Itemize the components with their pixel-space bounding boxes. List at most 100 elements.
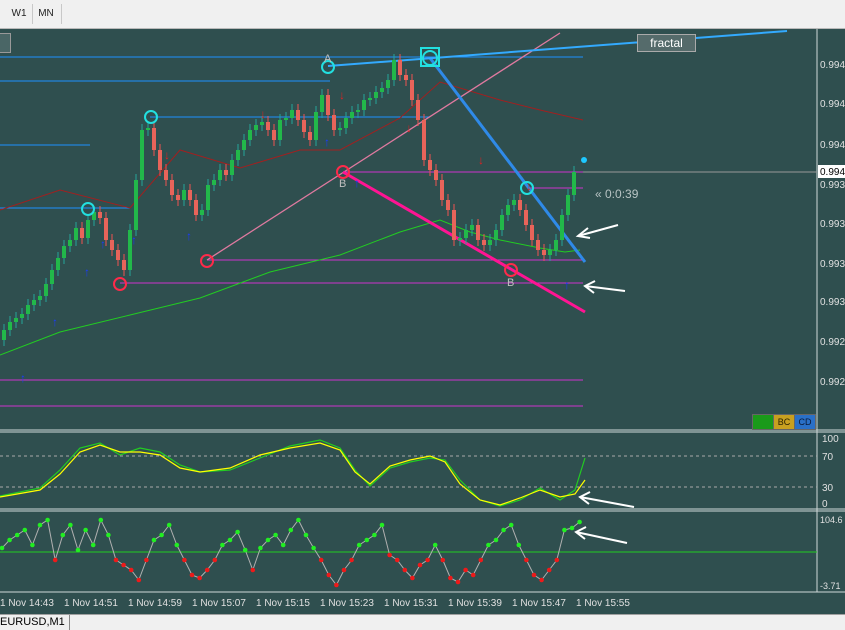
candle-body xyxy=(506,205,510,215)
candle-body xyxy=(74,228,78,240)
stochastic-signal-line xyxy=(0,442,586,506)
oscillator-dot xyxy=(334,582,339,588)
candle-body xyxy=(572,172,576,195)
price-tick: 0.994 xyxy=(820,99,845,110)
fractal-up-arrow: ↑ xyxy=(84,265,90,279)
candle-body xyxy=(14,318,18,322)
oscillator-dot xyxy=(440,557,446,563)
oscillator-dot xyxy=(387,552,392,558)
time-tick: 1 Nov 15:15 xyxy=(256,598,310,609)
candle-body xyxy=(176,195,180,200)
oscillator-dot xyxy=(7,537,12,543)
oscillator-dot xyxy=(417,562,423,568)
oscillator-dot xyxy=(280,542,286,548)
oscillator-dot xyxy=(212,557,218,563)
candle-body xyxy=(332,115,336,130)
oscillator-dot xyxy=(303,532,309,538)
oscillator-dot xyxy=(136,577,142,583)
candle-body xyxy=(536,240,540,250)
oscillator-dot xyxy=(258,545,263,551)
chart-canvas: ↑ ↑ ↑ ↑ ↑ ↑ ↑ ↑ ↑ ↓ ↓ ↓ ↓ ↓ ↓ A B B « 0:0:39 0.994 0.9… xyxy=(0,29,845,614)
oscillator-dot xyxy=(288,527,294,533)
candle-body xyxy=(44,284,48,296)
candle-body xyxy=(308,132,312,140)
candle-body xyxy=(320,95,324,112)
candle-body xyxy=(416,100,420,120)
time-tick: 1 Nov 14:51 xyxy=(64,598,118,609)
candle-body xyxy=(278,120,282,140)
candle-body xyxy=(518,200,522,210)
candle-body xyxy=(554,240,558,250)
fractal-down-arrow: ↓ xyxy=(406,121,412,135)
oscillator-dot xyxy=(144,557,149,563)
oscillator-dot xyxy=(83,527,88,533)
price-axis: 0.994 0.994 0.994 0.993 0.993 0.993 0.99… xyxy=(820,60,845,388)
mini-button-green[interactable] xyxy=(752,414,774,430)
oscillator-dot xyxy=(227,537,233,543)
candle-body xyxy=(20,314,24,318)
candle-body xyxy=(530,225,534,240)
oscillator-dot xyxy=(531,572,537,578)
oscillator-dot xyxy=(113,557,119,563)
timeframe-w1-button[interactable]: W1 xyxy=(11,8,27,19)
oscillator-dot xyxy=(45,517,50,523)
candle-body xyxy=(200,210,204,215)
fractal-button[interactable]: fractal xyxy=(637,34,696,52)
oscillator-dot xyxy=(493,537,499,543)
candle-body xyxy=(338,128,342,130)
timeframe-mn-button[interactable]: MN xyxy=(38,8,54,19)
mini-button-cd[interactable]: CD xyxy=(794,414,816,430)
annotation-arrows xyxy=(574,224,635,544)
oscillator-dots xyxy=(0,517,582,588)
candle-body xyxy=(524,210,528,225)
oscillator-dot xyxy=(577,519,582,525)
candle-body xyxy=(560,215,564,240)
oscillator-dot xyxy=(410,575,415,581)
mini-button-bc[interactable]: BC xyxy=(773,414,795,430)
fractal-down-arrow: ↓ xyxy=(526,179,532,193)
oscillator-dot xyxy=(60,532,66,538)
candle-body xyxy=(236,150,240,160)
oscillator-dot xyxy=(14,532,20,538)
oscillator-dot xyxy=(128,567,134,573)
candle-body xyxy=(398,60,402,75)
stoch-tick: 30 xyxy=(822,483,834,494)
symbol-tab[interactable]: EURUSD,M1 xyxy=(0,615,70,630)
oscillator-dot xyxy=(356,542,362,548)
candle-body xyxy=(62,246,66,258)
fractal-down-arrow: ↓ xyxy=(260,107,266,121)
oscillator-dot xyxy=(151,537,157,543)
candle-body xyxy=(68,240,72,246)
price-tick: 0.992 xyxy=(820,377,845,388)
oscillator-dot xyxy=(75,547,81,553)
toolbar-separator xyxy=(32,4,33,24)
fractal-down-arrow: ↓ xyxy=(339,88,345,102)
candle-body xyxy=(446,200,450,210)
fractal-up-arrow: ↑ xyxy=(131,233,137,247)
candle-body xyxy=(440,180,444,200)
oscillator-dot xyxy=(296,517,301,523)
oscillator-dot xyxy=(432,542,438,548)
candle-body xyxy=(110,240,114,250)
oscillator-dot xyxy=(220,542,225,548)
chart-area[interactable]: ↑ ↑ ↑ ↑ ↑ ↑ ↑ ↑ ↑ ↓ ↓ ↓ ↓ ↓ ↓ A B B « 0:0:39 0.994 0.9… xyxy=(0,29,845,614)
candle-body xyxy=(212,180,216,185)
candle-body xyxy=(380,88,384,92)
stochastic-axis: 100 70 30 0 xyxy=(822,434,839,510)
symbol-tab-bar: EURUSD,M1 xyxy=(0,614,845,630)
osc-tick: 104.6 xyxy=(820,515,843,525)
oscillator-dot xyxy=(508,522,514,528)
oscillator-dot xyxy=(539,577,544,583)
time-tick: 1 Nov 14:59 xyxy=(128,598,182,609)
candle-body xyxy=(170,180,174,195)
oscillator-dot xyxy=(68,522,73,528)
panel-toggle[interactable] xyxy=(0,33,11,53)
candle-body xyxy=(224,170,228,175)
oscillator-dot xyxy=(394,557,400,563)
candle-body xyxy=(152,128,156,150)
candle-body xyxy=(404,75,408,80)
time-tick: 1 Nov 14:43 xyxy=(0,598,54,609)
candle-body xyxy=(128,230,132,270)
candle-body xyxy=(410,80,414,100)
oscillator-dot xyxy=(516,542,522,548)
